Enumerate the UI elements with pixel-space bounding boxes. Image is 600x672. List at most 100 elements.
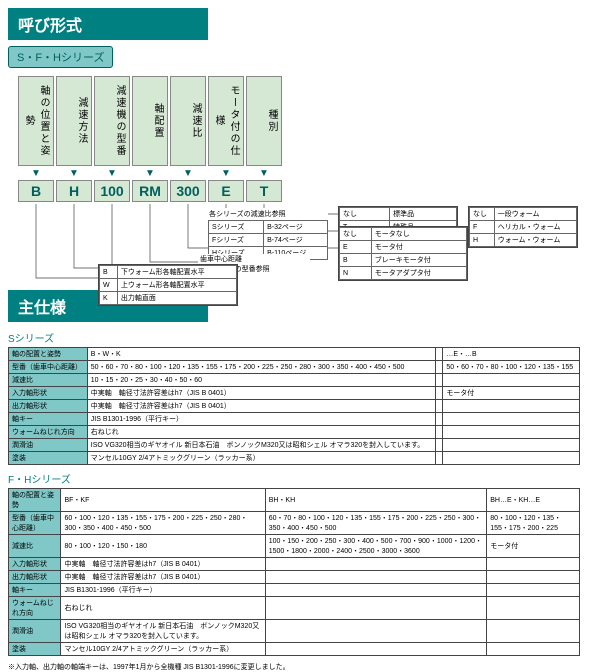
legend-method: なし一段ウォームFヘリカル・ウォームHウォーム・ウォーム — [468, 206, 578, 248]
spec-cell — [436, 361, 443, 374]
arrow-icon: ▼ — [94, 168, 130, 179]
legend-cell: N — [340, 267, 372, 280]
legend-cell: K — [100, 292, 118, 305]
legend-cell: モータ付 — [371, 241, 466, 254]
spec-cell: マンセル10GY 2/4アトミックグリーン（ラッカー系） — [61, 643, 265, 656]
spec-cell: BH…E・KH…E — [487, 489, 580, 512]
spec-cell: 中実軸 軸径寸法許容差はh7（JIS B 0401） — [87, 387, 435, 400]
s-spec-table: 軸の配置と姿勢B・W・K…E・…B型番（歯車中心距離）50・60・70・80・1… — [8, 347, 580, 465]
legend-cell: モータなし — [371, 228, 466, 241]
spec-cell: BH・KH — [265, 489, 487, 512]
legend-cell: 上ウォーム形各軸配置水平 — [117, 279, 236, 292]
footnote: ※入力軸、出力軸の軸端キーは、1997年1月から全機種 JIS B1301-19… — [8, 662, 592, 672]
spec-cell — [436, 439, 443, 452]
spec-cell: 型番（歯車中心距離） — [9, 512, 61, 535]
spec-cell — [265, 620, 487, 643]
spec-cell — [443, 413, 580, 426]
arrow-icon: ▼ — [56, 168, 92, 179]
spec-cell: 60・70・80・100・120・135・155・175・200・225・250… — [265, 512, 487, 535]
legend-cell: Sシリーズ — [209, 221, 264, 234]
spec-cell — [436, 413, 443, 426]
spec-cell — [265, 558, 487, 571]
code-cell: 100 — [94, 180, 130, 202]
spec-cell: 出力軸形状 — [9, 400, 88, 413]
legend-cell: 出力軸直面 — [117, 292, 236, 305]
spec-cell: 潤滑油 — [9, 620, 61, 643]
code-cell: B — [18, 180, 54, 202]
code-cell: 300 — [170, 180, 206, 202]
spec-cell — [443, 426, 580, 439]
legend-cell: 標準品 — [390, 208, 457, 221]
spec-cell — [487, 620, 580, 643]
legend-cell: ブレーキモータ付 — [371, 254, 466, 267]
column-header: 種別 — [246, 76, 282, 166]
legend-cell: F — [470, 221, 495, 234]
fh-series-label: F・Hシリーズ — [8, 471, 592, 486]
legend-cell: Fシリーズ — [209, 234, 264, 247]
naming-diagram: 軸の位置と姿勢減速方法減速機の型番軸配置減速比モータ付の仕様種別 ▼▼▼▼▼▼▼… — [8, 76, 592, 286]
spec-cell: 10・15・20・25・30・40・50・60 — [87, 374, 435, 387]
spec-cell — [265, 571, 487, 584]
spec-cell: 軸キー — [9, 413, 88, 426]
column-header: 軸配置 — [132, 76, 168, 166]
spec-cell: 軸の配置と姿勢 — [9, 348, 88, 361]
legend-cell: E — [340, 241, 372, 254]
spec-cell: 型番（歯車中心距離） — [9, 361, 88, 374]
code-cell: H — [56, 180, 92, 202]
spec-cell: …E・…B — [443, 348, 580, 361]
spec-cell: BF・KF — [61, 489, 265, 512]
spec-cell — [487, 571, 580, 584]
spec-cell: 減速比 — [9, 374, 88, 387]
arrow-icon: ▼ — [208, 168, 244, 179]
spec-cell: 潤滑油 — [9, 439, 88, 452]
spec-cell — [487, 558, 580, 571]
spec-cell: 塗装 — [9, 452, 88, 465]
column-header: 減速比 — [170, 76, 206, 166]
spec-cell — [443, 374, 580, 387]
spec-cell — [265, 584, 487, 597]
legend-cell: なし — [340, 228, 372, 241]
legend-cell: 下ウォーム形各軸配置水平 — [117, 266, 236, 279]
spec-cell: 中実軸 軸径寸法許容差はh7（JIS B 0401） — [61, 571, 265, 584]
spec-cell: 減速比 — [9, 535, 61, 558]
spec-cell: 出力軸形状 — [9, 571, 61, 584]
spec-cell: 60・100・120・135・155・175・200・225・250・280・3… — [61, 512, 265, 535]
legend-cell: B-32ページ — [264, 221, 328, 234]
spec-cell: 50・60・70・80・100・120・135・155・175・200・225・… — [87, 361, 435, 374]
spec-cell: 100・150・200・250・300・400・500・700・900・1000… — [265, 535, 487, 558]
spec-cell — [487, 643, 580, 656]
legend-cell: モータアダプタ付 — [371, 267, 466, 280]
arrow-icon: ▼ — [170, 168, 206, 179]
spec-cell: モータ付 — [487, 535, 580, 558]
spec-cell — [443, 439, 580, 452]
column-header: モータ付の仕様 — [208, 76, 244, 166]
spec-cell — [436, 348, 443, 361]
spec-cell: JIS B1301-1996（平行キー） — [61, 584, 265, 597]
spec-cell — [443, 400, 580, 413]
spec-cell: マンセル10GY 2/4アトミックグリーン（ラッカー系） — [87, 452, 435, 465]
column-header: 減速機の型番 — [94, 76, 130, 166]
spec-cell: 塗装 — [9, 643, 61, 656]
spec-cell — [436, 452, 443, 465]
spec-cell: 50・60・70・80・100・120・135・155 — [443, 361, 580, 374]
legend-motor: なしモータなしEモータ付Bブレーキモータ付Nモータアダプタ付 — [338, 226, 468, 281]
legend-pos: B下ウォーム形各軸配置水平W上ウォーム形各軸配置水平K出力軸直面 — [98, 264, 238, 306]
spec-cell — [443, 452, 580, 465]
code-cell: T — [246, 180, 282, 202]
spec-cell: 80・100・120・135・155・175・200・225 — [487, 512, 580, 535]
legend-cell: なし — [340, 208, 390, 221]
spec-cell: ウォームねじれ方向 — [9, 426, 88, 439]
spec-cell — [436, 374, 443, 387]
legend-cell: B-74ページ — [264, 234, 328, 247]
spec-cell: 軸の配置と姿勢 — [9, 489, 61, 512]
code-cell: RM — [132, 180, 168, 202]
spec-cell: 軸キー — [9, 584, 61, 597]
legend-cell: ヘリカル・ウォーム — [494, 221, 576, 234]
legend-cell: B — [340, 254, 372, 267]
column-header: 軸の位置と姿勢 — [18, 76, 54, 166]
legend-cell: B — [100, 266, 118, 279]
spec-cell — [436, 387, 443, 400]
legend-cell: ウォーム・ウォーム — [494, 234, 576, 247]
spec-cell — [436, 400, 443, 413]
series-tab: S・F・Hシリーズ — [8, 46, 113, 68]
